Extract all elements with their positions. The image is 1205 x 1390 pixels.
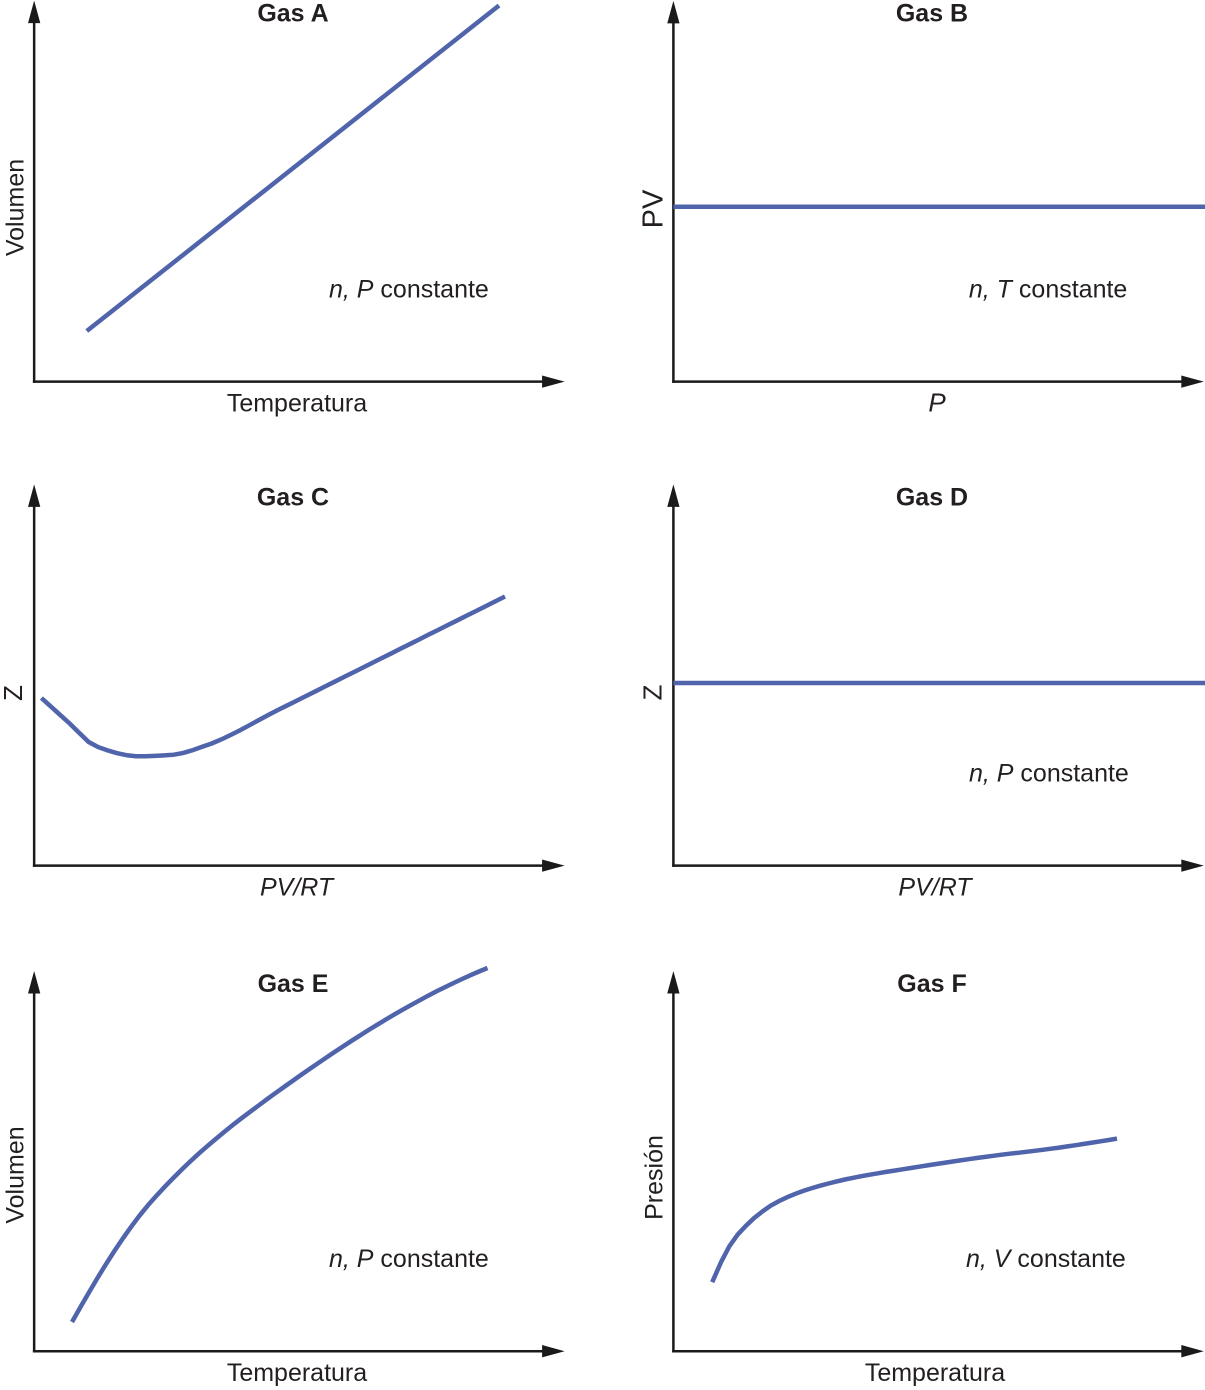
svg-text:Gas E: Gas E	[258, 970, 329, 998]
svg-text:Gas B: Gas B	[896, 0, 968, 28]
svg-text:Z: Z	[638, 684, 668, 700]
svg-text:n, P constante: n, P constante	[329, 1245, 489, 1273]
svg-text:Temperatura: Temperatura	[227, 1359, 367, 1387]
svg-text:P: P	[928, 387, 946, 417]
svg-text:Z: Z	[0, 685, 28, 701]
svg-text:Gas D: Gas D	[896, 484, 968, 512]
svg-text:n, P constante: n, P constante	[969, 760, 1129, 788]
svg-text:PV/RT: PV/RT	[260, 874, 335, 902]
svg-text:Temperatura: Temperatura	[227, 389, 367, 417]
svg-text:Volumen: Volumen	[1, 159, 29, 256]
svg-text:n, V constante: n, V constante	[966, 1245, 1126, 1273]
svg-text:Temperatura: Temperatura	[865, 1359, 1005, 1387]
svg-text:PV: PV	[638, 189, 670, 228]
svg-text:Presión: Presión	[641, 1135, 669, 1220]
svg-text:Volumen: Volumen	[1, 1126, 29, 1223]
svg-text:n, T constante: n, T constante	[969, 275, 1127, 303]
svg-text:n, P constante: n, P constante	[329, 276, 489, 304]
svg-text:Gas A: Gas A	[257, 0, 328, 28]
svg-text:Gas C: Gas C	[257, 484, 329, 512]
svg-text:PV/RT: PV/RT	[898, 874, 973, 902]
svg-text:Gas F: Gas F	[897, 970, 966, 998]
